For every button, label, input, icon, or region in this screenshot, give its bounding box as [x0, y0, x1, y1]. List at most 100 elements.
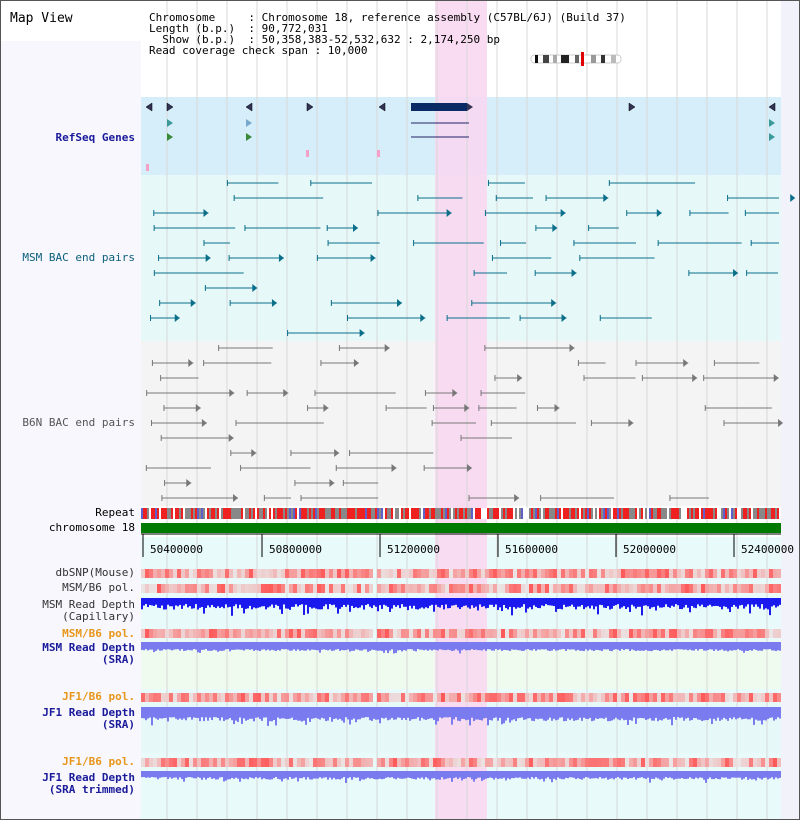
polymorphism-bin: [505, 629, 509, 638]
polymorphism-bin: [773, 758, 777, 767]
repeat-element: [757, 508, 759, 519]
track-label-chromosome[interactable]: chromosome 18: [48, 521, 135, 534]
read-depth-bin: [249, 642, 251, 650]
read-depth-bin: [763, 642, 765, 650]
b6n-bac-end-pair: [201, 419, 207, 427]
track-label-msm-depth-sra[interactable]: MSM Read Depth (SRA): [42, 642, 135, 666]
polymorphism-bin: [457, 584, 461, 593]
repeat-element: [237, 508, 239, 519]
read-depth-bin: [289, 598, 291, 610]
read-depth-bin: [475, 707, 477, 720]
track-label-jf1-depth-sra[interactable]: JF1 Read Depth (SRA): [42, 707, 135, 731]
read-depth-bin: [615, 598, 617, 606]
read-depth-bin: [193, 642, 195, 650]
read-depth-bin: [779, 771, 781, 778]
read-depth-bin: [175, 598, 177, 606]
track-label-msm-b6-pol-sra[interactable]: MSM/B6 pol.: [62, 627, 135, 640]
read-depth-bin: [467, 771, 469, 778]
read-depth-bin: [285, 598, 287, 609]
track-label-msm-bac[interactable]: MSM BAC end pairs: [22, 251, 135, 264]
polymorphism-bin: [497, 629, 501, 638]
polymorphism-bin: [605, 569, 609, 578]
read-depth-bin: [429, 598, 431, 606]
polymorphism-bin: [277, 629, 281, 638]
right-margin-bg: [781, 1, 799, 819]
read-depth-bin: [603, 771, 605, 779]
repeat-element: [269, 508, 271, 519]
refseq-gene: [628, 102, 636, 112]
read-depth-bin: [469, 771, 471, 778]
read-depth-bin: [373, 598, 375, 606]
polymorphism-bin: [465, 584, 469, 593]
refseq-gene: [467, 103, 473, 111]
track-label-b6n-bac[interactable]: B6N BAC end pairs: [22, 416, 135, 429]
polymorphism-bin: [301, 629, 305, 638]
read-depth-bin: [351, 771, 353, 780]
read-depth-bin: [171, 707, 173, 718]
read-depth-bin: [657, 598, 659, 606]
repeat-element: [495, 508, 497, 519]
polymorphism-bin: [561, 569, 565, 578]
track-label-jf1-b6-pol[interactable]: JF1/B6 pol.: [62, 690, 135, 703]
read-depth-bin: [655, 598, 657, 611]
read-depth-bin: [561, 642, 563, 650]
track-label-dbsnp[interactable]: dbSNP(Mouse): [55, 566, 135, 579]
polymorphism-bin: [489, 629, 493, 638]
polymorphism-bin: [641, 584, 645, 593]
polymorphism-bin: [745, 569, 749, 578]
read-depth-bin: [261, 707, 263, 721]
read-depth-bin: [221, 642, 223, 651]
read-depth-bin: [653, 642, 655, 650]
track-label-jf1-b6-pol-trim[interactable]: JF1/B6 pol.: [62, 755, 135, 768]
read-depth-bin: [665, 707, 667, 719]
polymorphism-bin: [157, 758, 161, 767]
repeat-element: [449, 508, 451, 519]
polymorphism-bin: [393, 629, 397, 638]
read-depth-bin: [693, 707, 695, 719]
polymorphism-bin: [333, 629, 337, 638]
read-depth-bin: [421, 598, 423, 608]
polymorphism-bin: [669, 584, 673, 593]
repeat-element: [481, 508, 483, 519]
polymorphism-bin: [289, 758, 293, 767]
track-label-repeat[interactable]: Repeat: [95, 506, 135, 519]
read-depth-bin: [567, 598, 569, 607]
read-depth-bin: [307, 771, 309, 778]
read-depth-bin: [617, 642, 619, 650]
read-depth-bin: [595, 642, 597, 650]
read-depth-bin: [451, 771, 453, 782]
read-depth-bin: [649, 598, 651, 609]
read-depth-bin: [347, 642, 349, 650]
read-depth-bin: [147, 707, 149, 719]
polymorphism-bin: [237, 584, 241, 593]
read-depth-bin: [637, 598, 639, 607]
read-depth-bin: [607, 707, 609, 722]
repeat-element: [287, 508, 289, 519]
read-depth-bin: [411, 642, 413, 650]
polymorphism-bin: [601, 629, 605, 638]
polymorphism-bin: [585, 693, 589, 702]
polymorphism-bin: [621, 569, 625, 578]
polymorphism-bin: [749, 629, 753, 638]
read-depth-bin: [169, 771, 171, 778]
read-depth-bin: [369, 707, 371, 721]
read-depth-bin: [731, 707, 733, 720]
repeat-element: [535, 508, 537, 519]
track-label-jf1-depth-trimmed[interactable]: JF1 Read Depth (SRA trimmed): [42, 772, 135, 796]
track-label-refseq[interactable]: RefSeq Genes: [55, 131, 135, 144]
read-depth-bin: [567, 707, 569, 719]
read-depth-bin: [371, 598, 373, 609]
polymorphism-bin: [325, 629, 329, 638]
read-depth-bin: [761, 642, 763, 651]
polymorphism-bin: [317, 569, 321, 578]
track-label-msm-b6-pol[interactable]: MSM/B6 pol.: [62, 581, 135, 594]
polymorphism-bin: [321, 569, 325, 578]
read-depth-bin: [309, 707, 311, 722]
track-label-msm-depth-capillary[interactable]: MSM Read Depth (Capillary): [42, 599, 135, 623]
read-depth-bin: [427, 598, 429, 609]
read-depth-bin: [287, 707, 289, 719]
polymorphism-bin: [673, 758, 677, 767]
read-depth-bin: [575, 771, 577, 780]
